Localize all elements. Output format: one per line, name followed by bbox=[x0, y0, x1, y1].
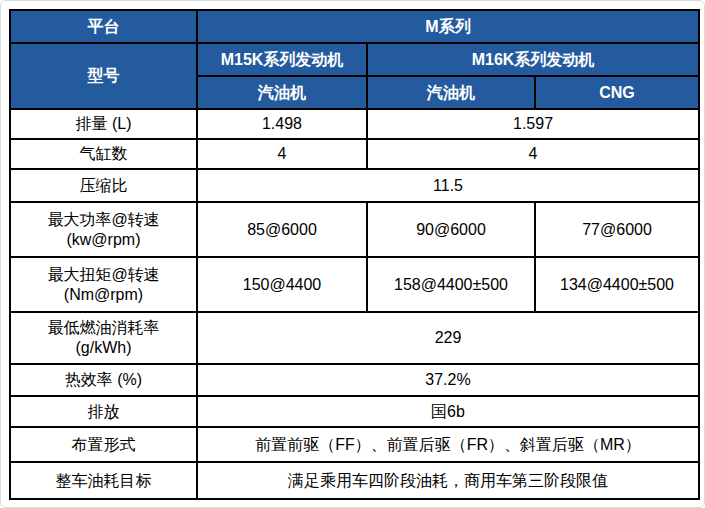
cell-value: 4 bbox=[367, 139, 699, 169]
row-label: 排放 bbox=[10, 396, 197, 427]
cell-value: 国6b bbox=[197, 396, 699, 427]
row-label: 布置形式 bbox=[10, 427, 197, 462]
table-row-compression-ratio: 压缩比 11.5 bbox=[10, 169, 699, 202]
cell-value: 4 bbox=[197, 139, 367, 169]
m15k-series-header: M15K系列发动机 bbox=[197, 43, 367, 76]
row-label: 气缸数 bbox=[10, 139, 197, 169]
row-label: 排量 (L) bbox=[10, 109, 197, 139]
table-row-thermal-efficiency: 热效率 (%) 37.2% bbox=[10, 364, 699, 396]
row-label: 热效率 (%) bbox=[10, 364, 197, 396]
table-row-cylinders: 气缸数 4 4 bbox=[10, 139, 699, 169]
table-row-emissions: 排放 国6b bbox=[10, 396, 699, 427]
m15k-gasoline-header: 汽油机 bbox=[197, 76, 367, 109]
cell-value: 158@4400±500 bbox=[367, 257, 535, 312]
cell-value: 134@4400±500 bbox=[535, 257, 699, 312]
row-label: 压缩比 bbox=[10, 169, 197, 202]
row-label: 最大功率@转速 (kw@rpm) bbox=[10, 202, 197, 257]
cell-value: 77@6000 bbox=[535, 202, 699, 257]
cell-value: 满足乘用车四阶段油耗，商用车第三阶段限值 bbox=[197, 462, 699, 499]
table-row-displacement: 排量 (L) 1.498 1.597 bbox=[10, 109, 699, 139]
row-label: 最低燃油消耗率 (g/kWh) bbox=[10, 312, 197, 364]
cell-value: 85@6000 bbox=[197, 202, 367, 257]
cell-value: 150@4400 bbox=[197, 257, 367, 312]
page: 平台 M系列 型号 M15K系列发动机 M16K系列发动机 汽油机 汽油机 CN… bbox=[0, 0, 705, 508]
header-row-series: 型号 M15K系列发动机 M16K系列发动机 bbox=[10, 43, 699, 76]
m16k-cng-header: CNG bbox=[535, 76, 699, 109]
table-row-fuel-target: 整车油耗目标 满足乘用车四阶段油耗，商用车第三阶段限值 bbox=[10, 462, 699, 499]
table-row-min-fuel-consumption: 最低燃油消耗率 (g/kWh) 229 bbox=[10, 312, 699, 364]
table-row-max-torque: 最大扭矩@转速 (Nm@rpm) 150@4400 158@4400±500 1… bbox=[10, 257, 699, 312]
header-row-platform: 平台 M系列 bbox=[10, 10, 699, 43]
cell-value: 229 bbox=[197, 312, 699, 364]
cell-value: 11.5 bbox=[197, 169, 699, 202]
cell-value: 前置前驱（FF）、前置后驱（FR）、斜置后驱（MR） bbox=[197, 427, 699, 462]
cell-value: 37.2% bbox=[197, 364, 699, 396]
cell-value: 1.597 bbox=[367, 109, 699, 139]
table-row-layout-form: 布置形式 前置前驱（FF）、前置后驱（FR）、斜置后驱（MR） bbox=[10, 427, 699, 462]
table-row-max-power: 最大功率@转速 (kw@rpm) 85@6000 90@6000 77@6000 bbox=[10, 202, 699, 257]
row-label: 最大扭矩@转速 (Nm@rpm) bbox=[10, 257, 197, 312]
platform-label: 平台 bbox=[10, 10, 197, 43]
cell-value: 90@6000 bbox=[367, 202, 535, 257]
platform-value: M系列 bbox=[197, 10, 699, 43]
engine-spec-table: 平台 M系列 型号 M15K系列发动机 M16K系列发动机 汽油机 汽油机 CN… bbox=[9, 9, 700, 500]
row-label: 整车油耗目标 bbox=[10, 462, 197, 499]
cell-value: 1.498 bbox=[197, 109, 367, 139]
model-label: 型号 bbox=[10, 43, 197, 109]
m16k-series-header: M16K系列发动机 bbox=[367, 43, 699, 76]
m16k-gasoline-header: 汽油机 bbox=[367, 76, 535, 109]
